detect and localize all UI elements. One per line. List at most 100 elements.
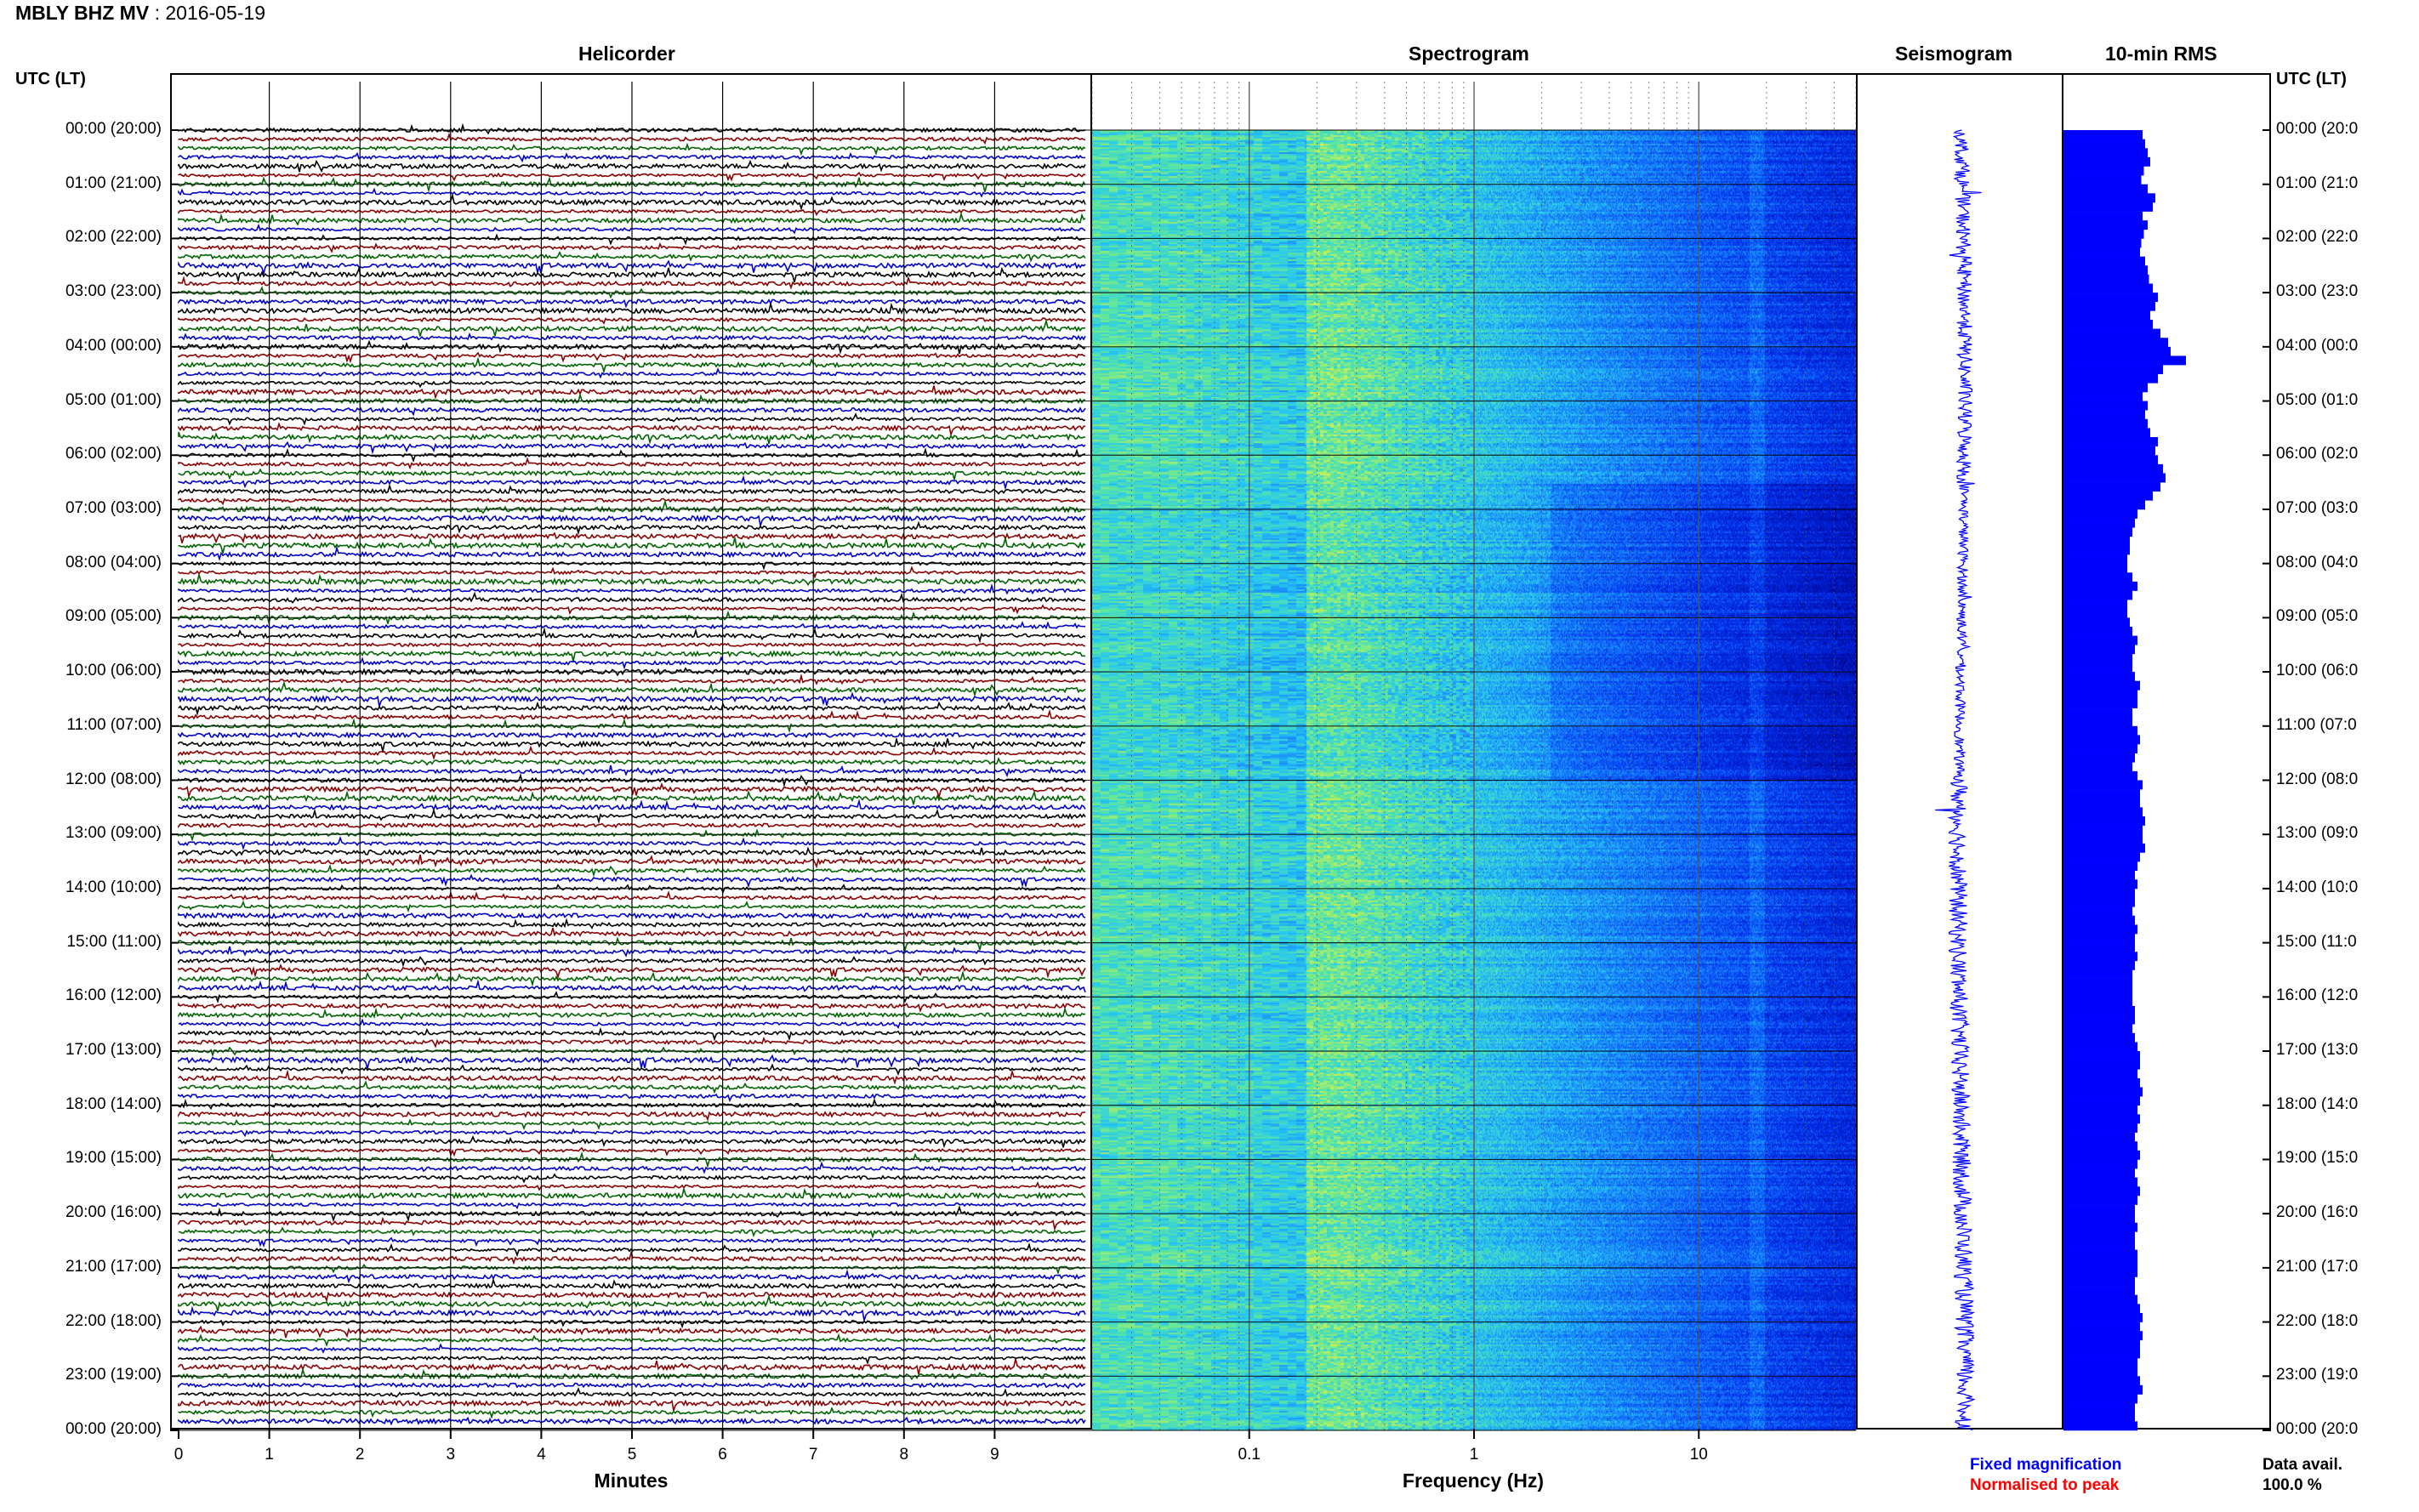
- helicorder-trace: [178, 956, 1086, 968]
- rms-bar: [2063, 166, 2144, 176]
- time-label-right: 07:00 (03:0: [2276, 498, 2359, 517]
- helicorder-trace: [178, 863, 1086, 878]
- helicorder-trace: [178, 441, 1086, 455]
- rms-bar: [2063, 274, 2149, 284]
- rms-bar: [2063, 1096, 2140, 1106]
- helicorder-trace: [178, 773, 1086, 787]
- helicorder-trace: [178, 566, 1086, 579]
- helicorder-trace: [178, 828, 1086, 842]
- rms-bar: [2063, 1177, 2137, 1187]
- rms-bar: [2063, 680, 2140, 691]
- helicorder-trace: [178, 208, 1086, 217]
- rms-bar: [2063, 130, 2143, 139]
- spectrogram-x-tick: 0.1: [1238, 1446, 1261, 1464]
- rms-bar: [2063, 1394, 2137, 1404]
- rms-bar: [2063, 391, 2143, 401]
- helicorder-trace: [178, 946, 1086, 958]
- helicorder-trace: [178, 757, 1086, 766]
- rms-bar: [2063, 563, 2127, 573]
- rms-bar: [2063, 473, 2166, 483]
- rms-bar: [2063, 861, 2137, 871]
- helicorder-trace: [178, 351, 1086, 364]
- time-label-left: 16:00 (12:00): [65, 986, 162, 1005]
- rms-bar: [2063, 907, 2132, 917]
- rms-bar: [2063, 1241, 2135, 1250]
- rms-bar: [2063, 1259, 2137, 1269]
- rms-bar: [2063, 1005, 2135, 1015]
- helicorder-trace: [178, 591, 1086, 604]
- helicorder-x-tick: 3: [446, 1446, 456, 1464]
- rms-bar: [2063, 762, 2132, 772]
- time-label-right: 10:00 (06:0: [2276, 662, 2359, 680]
- seismogram-title: Seismogram: [1895, 43, 2013, 65]
- rms-bar: [2063, 987, 2132, 998]
- time-label-left: 04:00 (00:00): [65, 336, 162, 355]
- helicorder-trace: [178, 673, 1086, 685]
- time-label-left: 18:00 (14:00): [65, 1094, 162, 1113]
- rms-bar: [2063, 301, 2155, 311]
- helicorder-trace: [178, 298, 1086, 309]
- time-label-left: 23:00 (19:00): [65, 1366, 162, 1384]
- time-label-right: 17:00 (13:0: [2276, 1041, 2359, 1060]
- helicorder-trace: [178, 318, 1086, 337]
- time-label-left: 00:00 (20:00): [65, 1420, 162, 1438]
- time-label-left: 17:00 (13:00): [65, 1041, 162, 1060]
- rms-bar: [2063, 1141, 2137, 1151]
- helicorder-trace: [178, 497, 1086, 506]
- rms-bar: [2063, 843, 2145, 853]
- spectrogram-title: Spectrogram: [1409, 43, 1529, 65]
- rms-bar: [2063, 1042, 2137, 1052]
- helicorder-trace: [178, 969, 1086, 987]
- rms-bar: [2063, 924, 2137, 935]
- helicorder-trace: [178, 900, 1086, 913]
- rms-bar: [2063, 446, 2155, 456]
- helicorder-trace: [178, 782, 1086, 800]
- rms-bar: [2063, 346, 2171, 356]
- helicorder-trace: [178, 873, 1086, 889]
- rms-bar: [2063, 1105, 2137, 1115]
- rms-bar: [2063, 915, 2135, 925]
- helicorder-trace: [178, 457, 1086, 470]
- time-label-right: 14:00 (10:0: [2276, 878, 2359, 896]
- spectrogram-x-tick: 10: [1689, 1446, 1708, 1464]
- helicorder-x-tick: 8: [899, 1446, 909, 1464]
- rms-bar: [2063, 725, 2137, 736]
- rms-bar: [2063, 293, 2158, 303]
- rms-bars: [2063, 130, 2186, 1431]
- time-label-left: 08:00 (04:00): [65, 553, 162, 571]
- rms-bar: [2063, 600, 2127, 610]
- utc-label-left: UTC (LT): [15, 70, 86, 88]
- rms-bar: [2063, 969, 2132, 980]
- helicorder-trace: [178, 1399, 1086, 1412]
- time-label-left: 22:00 (18:00): [65, 1311, 162, 1330]
- helicorder-trace: [178, 731, 1086, 739]
- helicorder-trace: [178, 520, 1086, 536]
- helicorder-trace: [178, 807, 1086, 825]
- helicorder-trace: [178, 918, 1086, 929]
- rms-bar: [2063, 1060, 2140, 1070]
- helicorder-trace: [178, 1381, 1086, 1390]
- time-label-left: 21:00 (17:00): [65, 1257, 162, 1276]
- rms-bar: [2063, 1421, 2137, 1431]
- rms-bar: [2063, 156, 2150, 167]
- rms-bar: [2063, 1114, 2140, 1124]
- helicorder-trace: [178, 142, 1086, 156]
- seismogram-trace: [1935, 129, 1982, 1431]
- helicorder-trace: [178, 251, 1086, 263]
- rms-bar: [2063, 572, 2132, 583]
- helicorder-trace: [178, 286, 1086, 299]
- helicorder-trace: [178, 708, 1086, 721]
- helicorder-trace: [178, 573, 1086, 587]
- helicorder-trace: [178, 475, 1086, 491]
- rms-bar: [2063, 455, 2158, 465]
- helicorder-trace: [178, 1026, 1086, 1042]
- helicorder-trace: [178, 798, 1086, 811]
- helicorder-trace: [178, 356, 1086, 374]
- rms-bar: [2063, 1150, 2140, 1160]
- rms-bar: [2063, 834, 2143, 844]
- helicorder-trace: [178, 1069, 1086, 1085]
- helicorder-trace: [178, 1277, 1086, 1289]
- rms-bar: [2063, 1384, 2143, 1395]
- rms-bar: [2063, 770, 2137, 781]
- rms-bar: [2063, 1403, 2135, 1413]
